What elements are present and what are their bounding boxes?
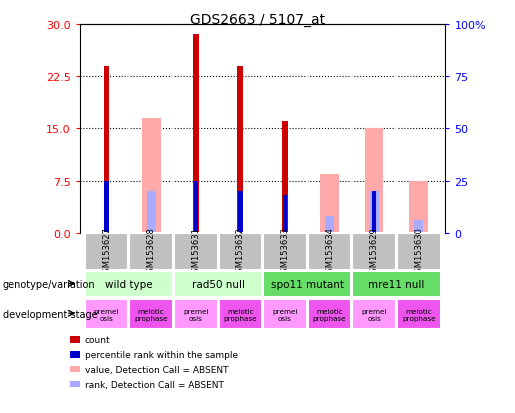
Bar (85, 234, 128, 270)
Bar (218, 234, 262, 270)
Text: percentile rank within the sample: percentile rank within the sample (85, 350, 238, 359)
Bar (85, 271, 173, 297)
Bar (372, 192, 376, 233)
Text: premei
osis: premei osis (362, 308, 387, 321)
Bar (105, 181, 109, 233)
Bar (237, 66, 243, 233)
Bar (325, 217, 334, 233)
Bar (174, 271, 262, 297)
Bar (283, 196, 287, 233)
Text: premei
osis: premei osis (183, 308, 209, 321)
Text: GSM153629: GSM153629 (370, 227, 379, 277)
Text: GSM153630: GSM153630 (414, 227, 423, 277)
Bar (70, 336, 80, 343)
Text: rad50 null: rad50 null (192, 279, 245, 290)
Bar (397, 299, 440, 330)
Bar (365, 129, 384, 233)
Bar (104, 66, 110, 233)
Bar (85, 299, 128, 330)
Text: meiotic
prophase: meiotic prophase (313, 308, 347, 321)
Text: count: count (85, 335, 111, 344)
Bar (352, 234, 396, 270)
Bar (218, 299, 262, 330)
Bar (320, 174, 339, 233)
Text: GSM153627: GSM153627 (102, 227, 111, 277)
Text: GDS2663 / 5107_at: GDS2663 / 5107_at (190, 13, 325, 27)
Text: premei
osis: premei osis (272, 308, 298, 321)
Bar (174, 234, 218, 270)
Text: development stage: development stage (3, 310, 97, 320)
Text: mre11 null: mre11 null (368, 279, 424, 290)
Text: rank, Detection Call = ABSENT: rank, Detection Call = ABSENT (85, 380, 224, 389)
Text: meiotic
prophase: meiotic prophase (402, 308, 436, 321)
Bar (352, 299, 396, 330)
Bar (397, 234, 440, 270)
Text: meiotic
prophase: meiotic prophase (134, 308, 168, 321)
Text: GSM153632: GSM153632 (236, 227, 245, 277)
Bar (174, 299, 218, 330)
Text: wild type: wild type (105, 279, 152, 290)
Bar (409, 181, 428, 233)
Text: GSM153634: GSM153634 (325, 227, 334, 277)
Bar (307, 234, 351, 270)
Text: GSM153631: GSM153631 (191, 227, 200, 277)
Text: GSM153633: GSM153633 (281, 226, 289, 278)
Text: genotype/variation: genotype/variation (3, 280, 95, 290)
Text: meiotic
prophase: meiotic prophase (224, 308, 257, 321)
Bar (370, 192, 379, 233)
Bar (307, 299, 351, 330)
Bar (414, 221, 423, 233)
Bar (142, 119, 161, 233)
Bar (70, 366, 80, 373)
Bar (263, 299, 307, 330)
Bar (70, 381, 80, 387)
Bar (263, 271, 351, 297)
Bar (193, 35, 199, 233)
Bar (282, 122, 288, 233)
Text: premei
osis: premei osis (94, 308, 119, 321)
Bar (238, 192, 243, 233)
Text: value, Detection Call = ABSENT: value, Detection Call = ABSENT (85, 365, 229, 374)
Bar (194, 181, 198, 233)
Bar (263, 234, 307, 270)
Text: GSM153628: GSM153628 (147, 227, 156, 277)
Bar (129, 299, 173, 330)
Bar (70, 351, 80, 358)
Bar (147, 192, 156, 233)
Bar (352, 271, 440, 297)
Text: spo11 mutant: spo11 mutant (271, 279, 344, 290)
Bar (129, 234, 173, 270)
